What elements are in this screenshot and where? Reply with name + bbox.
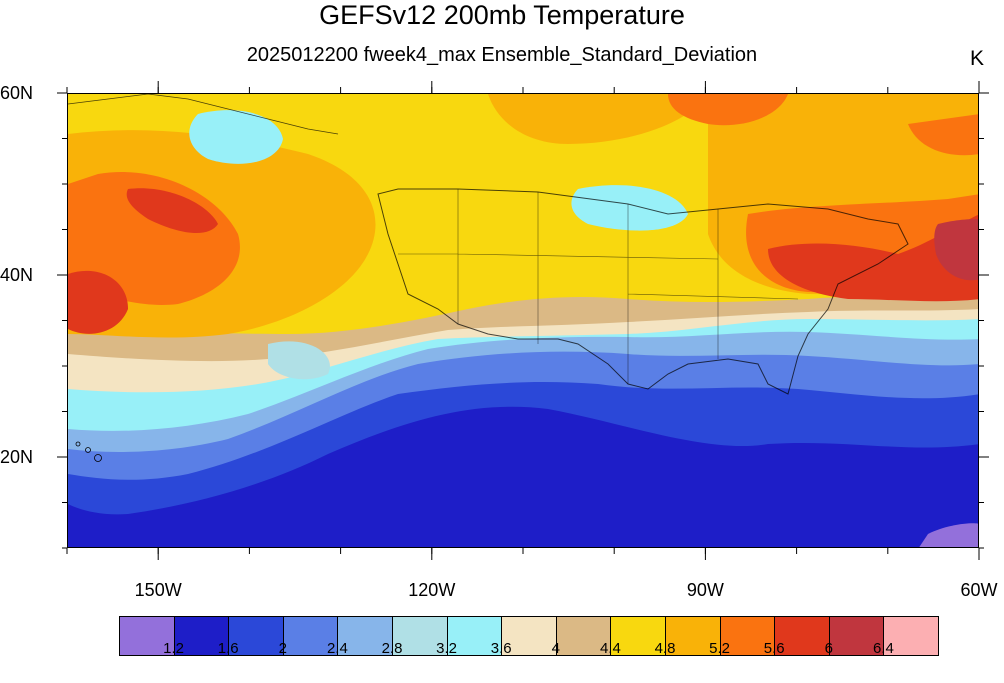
lat-tick-label: 60N: [0, 83, 34, 103]
colorbar-swatch: [774, 616, 830, 656]
colorbar-swatch: [555, 616, 612, 656]
colorbar-level-label: 2: [278, 640, 287, 657]
colorbar-level-label: 6: [824, 640, 833, 657]
temperature-std-map: [67, 93, 979, 548]
colorbar-swatch: [501, 616, 557, 656]
colorbar-level-label: 4.4: [599, 640, 621, 657]
colorbar-swatch: [665, 616, 721, 656]
colorbar-level-label: 3.2: [436, 640, 458, 657]
lon-tick-label: 60W: [960, 580, 998, 600]
colorbar-level-label: 6.4: [872, 640, 894, 657]
colorbar-level-label: 4.8: [654, 640, 676, 657]
contour-field: [68, 94, 978, 547]
lat-tick-label: 20N: [0, 447, 34, 467]
colorbar-level-label: 3.6: [490, 640, 512, 657]
lon-tick-label: 90W: [686, 580, 724, 600]
lon-tick-label: 150W: [134, 580, 182, 600]
colorbar-level-label: 2.4: [326, 640, 348, 657]
colorbar-swatch: [173, 616, 230, 656]
colorbar-level-label: 1.6: [217, 640, 239, 657]
colorbar-level-label: 2.8: [381, 640, 403, 657]
colorbar-swatch: [392, 616, 448, 656]
colorbar-level-label: 4: [551, 640, 560, 657]
colorbar-swatch: [719, 616, 776, 656]
colorbar-swatch: [337, 616, 393, 656]
colorbar-level-label: 1.2: [163, 640, 185, 657]
colorbar-level-label: 5.6: [763, 640, 785, 657]
lon-tick-label: 120W: [408, 580, 456, 600]
colorbar-level-label: 5.2: [709, 640, 731, 657]
map-title: GEFSv12 200mb Temperature: [319, 0, 685, 30]
colorbar-swatch: [446, 616, 503, 656]
lat-tick-label: 40N: [0, 265, 34, 285]
map-subtitle: 2025012200 fweek4_max Ensemble_Standard_…: [246, 44, 758, 66]
colorbar-swatch: [883, 616, 939, 656]
units-label: K: [969, 47, 984, 70]
